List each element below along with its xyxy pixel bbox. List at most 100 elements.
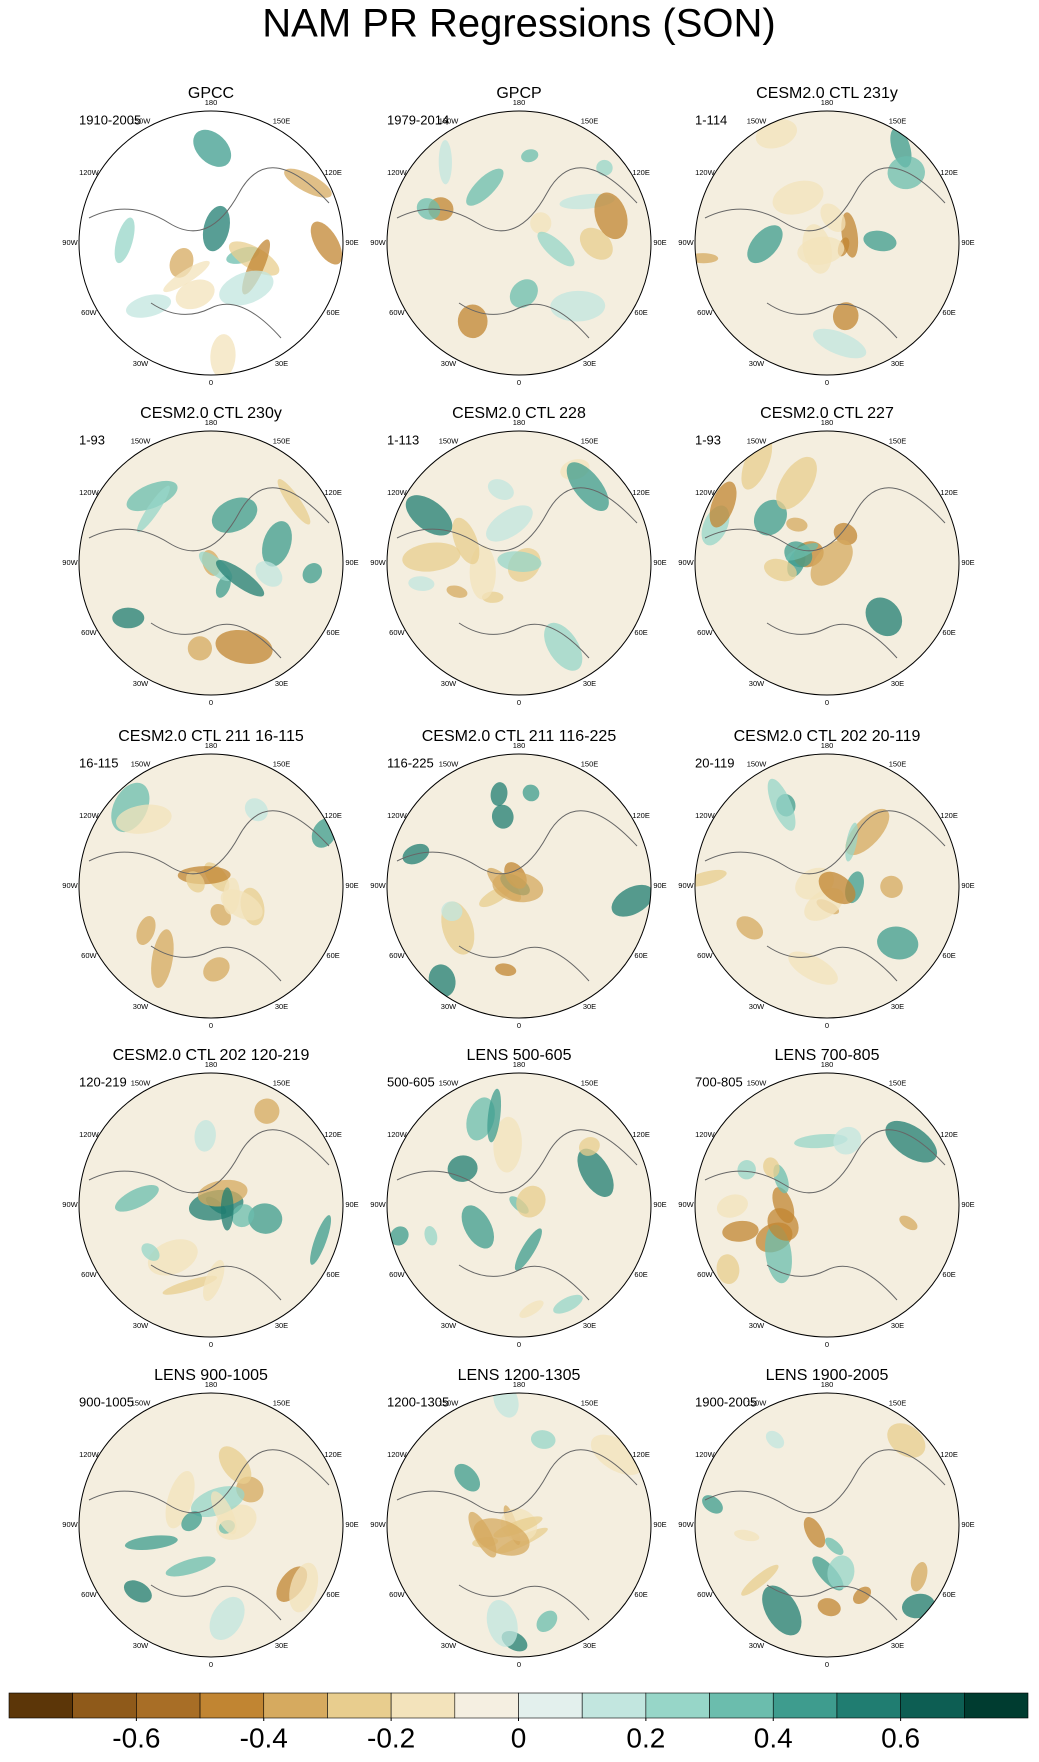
panel-period: 116-225 [387,755,434,770]
map-border [78,110,344,376]
shading-blob [112,607,145,629]
shading-blob [579,227,613,260]
shading-blob [402,542,461,572]
longitude-label: 120W [387,1450,408,1459]
shading-blob [262,521,292,567]
field-shading [454,1393,643,1652]
colorbar-tick-label: 0.2 [626,1722,665,1753]
field-shading [114,129,343,375]
shading-blob [220,889,263,921]
longitude-label: 30W [749,679,765,688]
shading-blob [762,1585,802,1636]
panel-title: LENS 700-805 [775,1047,880,1064]
longitude-label: 120E [940,1450,958,1459]
longitude-label: 180 [513,741,526,750]
longitude-label: 0 [825,378,829,387]
panel-period: 20-119 [695,755,735,770]
shading-blob [254,1098,280,1124]
shading-blob [390,1226,409,1246]
shading-blob [302,563,323,584]
shading-blob [827,1555,855,1590]
shading-blob [497,551,542,572]
shading-blob [408,576,435,591]
longitude-label: 90W [370,881,386,890]
shading-blob [209,1596,245,1641]
shading-blob [509,279,538,308]
shading-blob [486,505,533,542]
panel-title: CESM2.0 CTL 227 [760,405,894,422]
longitude-label: 120E [940,811,958,820]
shading-blob [461,1205,495,1249]
panel-title: LENS 1900-2005 [766,1367,889,1384]
longitude-label: 90E [345,1200,358,1209]
longitude-label: 150E [273,1079,291,1088]
shading-blob [536,1610,558,1633]
coastline [396,487,638,659]
longitude-label: 0 [825,1021,829,1030]
coastline [704,1129,946,1301]
coastline [88,810,330,982]
longitude-label: 90W [62,1200,78,1209]
field-shading [112,479,323,664]
shading-blob [767,1208,799,1241]
shading-blob [544,622,583,671]
longitude-label: 120E [324,811,342,820]
field-shading [402,782,651,998]
longitude-label: 180 [513,1380,526,1389]
coastline [704,1449,946,1621]
longitude-label: 30E [583,1002,596,1011]
shading-blob [899,1215,918,1231]
field-shading [702,1423,935,1636]
coastline [704,810,946,982]
map-background [695,1393,959,1657]
longitude-label: 180 [821,741,834,750]
longitude-label: 150W [131,760,152,769]
longitude-label: 60W [81,1270,97,1279]
longitude-label: 60W [389,308,405,317]
colorbar-box [327,1692,392,1719]
colorbar-tick-label: -0.6 [112,1722,160,1753]
panel-period: 700-805 [695,1074,743,1089]
shading-blob [438,139,452,185]
longitude-label: 150W [131,1399,152,1408]
map-border [386,1072,652,1338]
longitude-label: 150W [439,760,460,769]
shading-blob [797,236,845,265]
longitude-label: 0 [517,1660,521,1669]
longitude-label: 150E [273,1399,291,1408]
longitude-label: 90W [678,1200,694,1209]
panel-period: 1-113 [387,432,419,447]
longitude-label: 60W [389,628,405,637]
longitude-label: 60E [942,628,955,637]
shading-blob [151,929,174,988]
shading-blob [910,1562,928,1592]
longitude-label: 30W [749,1321,765,1330]
longitude-label: 0 [209,698,213,707]
colorbar-box [772,1692,838,1719]
map-border [694,430,960,696]
longitude-label: 120W [695,1450,716,1459]
longitude-label: 30W [133,1002,149,1011]
longitude-label: 60W [697,308,713,317]
longitude-label: 150E [273,117,291,126]
longitude-label: 180 [821,1060,834,1069]
panel-title: CESM2.0 CTL 211 116-225 [422,728,617,745]
longitude-label: 150E [581,117,599,126]
coastline [704,167,946,339]
longitude-label: 60E [634,1270,647,1279]
shading-blob [514,1228,542,1271]
map-border [78,430,344,696]
shading-blob [487,479,514,500]
longitude-label: 120W [387,811,408,820]
longitude-label: 60W [81,628,97,637]
field-shading [123,1446,319,1641]
shading-blob [530,1430,556,1449]
shading-blob [186,871,205,893]
colorbar-tick-label: 0.6 [881,1722,920,1753]
map-border [386,110,652,376]
longitude-label: 90E [653,1200,666,1209]
panel-period: 1900-2005 [695,1394,757,1409]
shading-blob [578,1137,600,1156]
longitude-label: 150W [747,1079,768,1088]
